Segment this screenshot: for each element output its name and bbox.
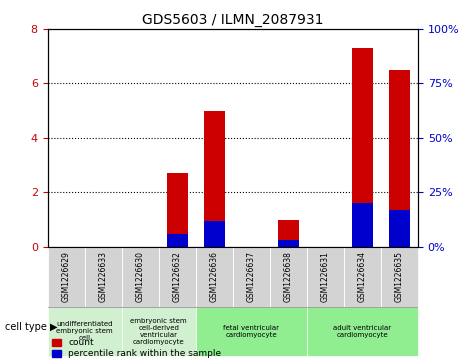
Bar <box>352 48 373 247</box>
FancyBboxPatch shape <box>48 247 85 307</box>
FancyBboxPatch shape <box>344 247 381 307</box>
Text: GSM1226630: GSM1226630 <box>136 251 144 302</box>
Text: GSM1226634: GSM1226634 <box>358 251 367 302</box>
Text: embryonic stem
cell-derived
ventricular
cardiomyocyte: embryonic stem cell-derived ventricular … <box>130 318 187 345</box>
FancyBboxPatch shape <box>270 247 307 307</box>
Bar <box>167 173 188 247</box>
FancyBboxPatch shape <box>196 307 307 356</box>
Bar <box>204 111 225 247</box>
Text: undifferentiated
embryonic stem
cell: undifferentiated embryonic stem cell <box>56 321 113 341</box>
FancyBboxPatch shape <box>196 247 233 307</box>
Bar <box>167 234 188 247</box>
Text: GSM1226631: GSM1226631 <box>321 251 330 302</box>
FancyBboxPatch shape <box>233 247 270 307</box>
FancyBboxPatch shape <box>381 247 418 307</box>
Bar <box>389 210 410 247</box>
Text: GSM1226635: GSM1226635 <box>395 251 404 302</box>
Legend: count, percentile rank within the sample: count, percentile rank within the sample <box>52 338 221 358</box>
Text: adult ventricular
cardiomyocyte: adult ventricular cardiomyocyte <box>333 325 391 338</box>
Bar <box>278 240 299 247</box>
FancyBboxPatch shape <box>159 247 196 307</box>
Bar <box>389 70 410 247</box>
FancyBboxPatch shape <box>122 247 159 307</box>
Bar <box>204 221 225 247</box>
Text: GSM1226638: GSM1226638 <box>284 251 293 302</box>
Text: GSM1226636: GSM1226636 <box>210 251 218 302</box>
Text: GSM1226632: GSM1226632 <box>173 251 181 302</box>
FancyBboxPatch shape <box>85 247 122 307</box>
Text: GSM1226629: GSM1226629 <box>62 251 70 302</box>
Text: GSM1226633: GSM1226633 <box>99 251 107 302</box>
Bar <box>352 203 373 247</box>
FancyBboxPatch shape <box>307 307 418 356</box>
Text: GSM1226637: GSM1226637 <box>247 251 256 302</box>
Bar <box>278 220 299 247</box>
Title: GDS5603 / ILMN_2087931: GDS5603 / ILMN_2087931 <box>142 13 323 26</box>
Text: cell type ▶: cell type ▶ <box>5 322 57 332</box>
FancyBboxPatch shape <box>122 307 196 356</box>
FancyBboxPatch shape <box>307 247 344 307</box>
FancyBboxPatch shape <box>48 307 122 356</box>
Text: fetal ventricular
cardiomyocyte: fetal ventricular cardiomyocyte <box>223 325 279 338</box>
